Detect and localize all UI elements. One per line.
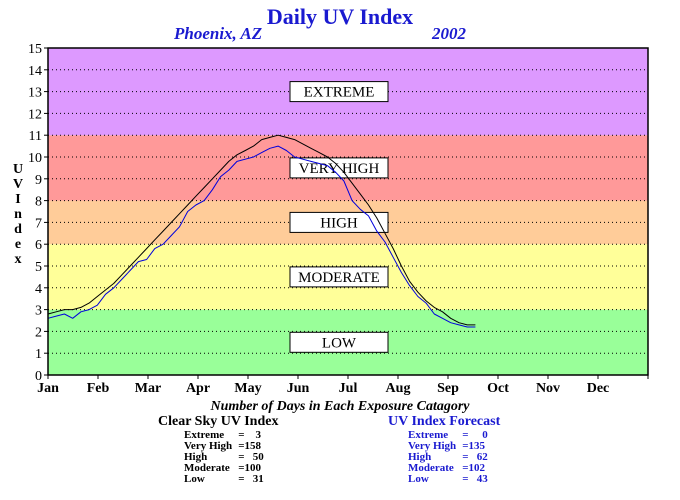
y-tick-label: 5 [35,260,42,275]
table-row: Very High =135 [408,441,488,452]
row-label: Extreme [184,429,225,441]
band-label: MODERATE [298,270,380,286]
band-label-box [289,81,389,103]
band-label: LOW [322,335,357,351]
x-tick-label: Apr [186,381,210,396]
x-tick-label: Dec [587,381,610,396]
band-labels: LOW MODERATE HIGH VERY HIGH EXTREME [289,81,389,353]
y-axis-label-letter: V [12,177,24,192]
counts-title: Number of Days in Each Exposure Catagory [210,399,470,414]
row-label: Extreme [408,429,449,441]
x-tick-labels: Jan Feb Mar Apr May Jun Jul Aug Sep Oct Nov Dec [37,381,609,396]
y-axis-label-letter: I [15,192,21,207]
x-tick-label: Feb [87,381,110,396]
y-tick-label: 4 [35,282,42,297]
row-label: High [408,451,432,463]
row-value: =102 [462,462,485,474]
row-label: High [184,451,208,463]
table-row: Extreme = 3 [184,430,264,441]
row-value: = 31 [238,473,264,485]
row-label: Very High [408,440,457,452]
band-label-box [289,157,389,179]
table-row: Moderate =100 [184,463,264,474]
band-label: EXTREME [304,85,375,101]
forecast-line [47,145,476,328]
x-tick-label: Jul [339,381,358,396]
y-tick-label: 14 [28,64,42,79]
y-axis-label-letter: x [14,252,22,267]
y-tick-label: 1 [35,347,42,362]
x-tick-label: Nov [536,381,560,396]
y-tick-label: 8 [35,195,42,210]
y-tick-label: 10 [28,151,42,166]
clear-sky-line [47,134,476,326]
x-tick-label: Aug [386,381,411,396]
chart-subtitle-year: 2002 [432,24,466,43]
row-label: Very High [184,440,233,452]
row-label: Low [184,473,205,485]
clear-sky-heading: Clear Sky UV Index [158,414,279,429]
row-value: = 0 [462,429,488,441]
x-tick-label: Jun [287,381,310,396]
band-label: HIGH [320,215,358,231]
x-tick-label: Jan [37,381,59,396]
row-value: = 3 [238,429,261,441]
forecast-heading: UV Index Forecast [388,414,501,429]
row-value: =100 [238,462,261,474]
table-row: Very High =158 [184,441,264,452]
y-tick-label: 11 [29,129,42,144]
y-axis-label-letter: n [14,207,22,222]
row-value: = 62 [462,451,488,463]
x-tick-label: Sep [437,381,459,396]
y-tick-label: 12 [28,107,42,122]
forecast-counts: Extreme = 0 Very High =135 High = 62 Modera… [408,430,488,485]
band-label: VERY HIGH [299,161,380,177]
row-value: = 50 [238,451,264,463]
table-row: Low = 43 [408,474,488,485]
x-tick-label: Mar [135,381,161,396]
chart-title: Daily UV Index [266,4,414,29]
table-row: High = 62 [408,452,488,463]
axes [44,47,649,379]
x-tick-label: May [234,381,261,396]
y-axis-label-letter: d [14,222,22,237]
x-tick-label: Oct [487,381,509,396]
clear-sky-counts: Extreme = 3 Very High =158 High = 50 Modera… [184,430,264,485]
table-row: Low = 31 [184,474,264,485]
row-value: = 43 [462,473,488,485]
y-tick-label: 9 [35,173,42,188]
band-label-box [289,211,389,233]
chart-subtitle-location: Phoenix, AZ [174,24,263,43]
y-axis-label-letter: e [14,237,22,252]
series-lines [47,134,476,328]
y-tick-label: 0 [35,369,42,384]
table-row: High = 50 [184,452,264,463]
y-tick-label: 3 [35,304,42,319]
y-tick-label: 7 [35,216,42,231]
table-row: Moderate =102 [408,463,488,474]
y-tick-label: 6 [35,238,42,253]
band-label-box [289,331,389,353]
row-label: Moderate [184,462,230,474]
y-tick-label: 13 [28,86,42,101]
row-value: =135 [462,440,485,452]
row-label: Low [408,473,429,485]
band-label-box [289,266,389,288]
table-row: Extreme = 0 [408,430,488,441]
y-tick-label: 2 [35,325,42,340]
y-axis-label-letter: U [12,162,24,177]
y-tick-label: 15 [28,42,42,57]
row-label: Moderate [408,462,454,474]
row-value: =158 [238,440,261,452]
